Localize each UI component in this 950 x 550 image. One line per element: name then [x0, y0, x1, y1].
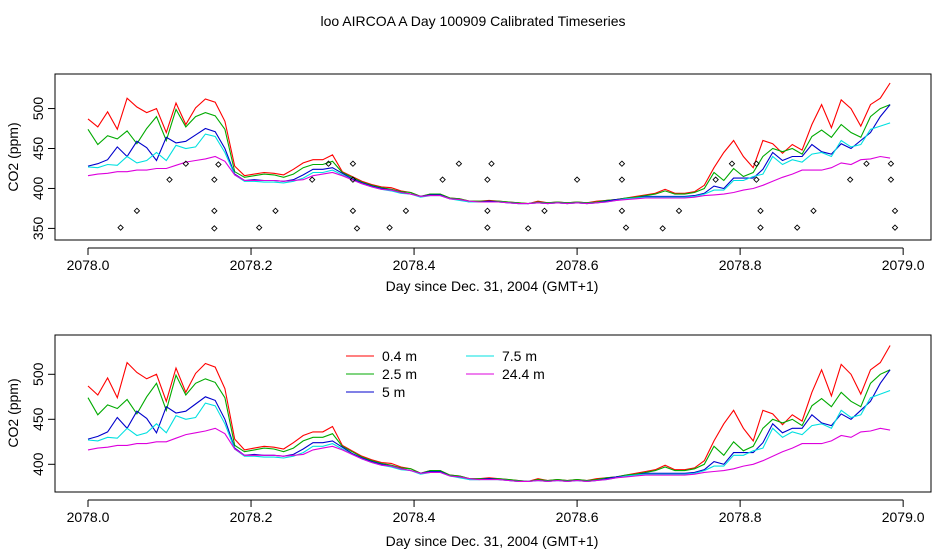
diamond-marker	[712, 176, 719, 183]
diamond-marker	[484, 207, 491, 215]
series-line-5-m	[87, 369, 891, 482]
bottom-y-axis-title: CO2 (ppm)	[5, 378, 21, 447]
y-tick-label: 350	[30, 217, 46, 241]
y-tick-label: 400	[30, 177, 46, 201]
bottom-plot-frame	[54, 334, 932, 493]
y-tick-label: 500	[30, 362, 46, 386]
diamond-marker	[618, 160, 626, 167]
bottom-x-axis-title: Day since Dec. 31, 2004 (GMT+1)	[386, 533, 599, 549]
top-x-axis-title: Day since Dec. 31, 2004 (GMT+1)	[386, 278, 599, 294]
diamond-marker	[484, 176, 491, 183]
diamond-marker	[541, 207, 548, 215]
series-line-0-4-m	[87, 82, 891, 205]
y-tick-label: 500	[30, 97, 46, 121]
legend: 0.4 m 2.5 m 5 m 7.5 m 24.4 m	[346, 348, 545, 400]
diamond-marker	[622, 224, 630, 231]
top-x-axis: 2078.0 2078.2 2078.4 2078.6 2078.8 2079.0	[67, 247, 925, 273]
figure-title: loo AIRCOA A Day 100909 Calibrated Times…	[320, 13, 625, 29]
bottom-x-axis: 2078.0 2078.2 2078.4 2078.6 2078.8 2079.0	[67, 499, 925, 525]
diamond-marker	[211, 176, 218, 183]
diamond-marker	[349, 160, 357, 167]
diamond-marker	[793, 224, 801, 231]
diamond-marker	[439, 176, 446, 183]
y-tick-label: 450	[30, 407, 46, 431]
diamond-marker	[349, 176, 357, 183]
diamond-marker	[133, 207, 141, 215]
diamond-marker	[810, 207, 817, 215]
legend-label: 24.4 m	[502, 366, 545, 382]
diamond-marker	[166, 176, 173, 183]
x-tick-label: 2078.4	[393, 257, 436, 273]
diamond-marker	[325, 160, 332, 167]
bottom-panel: 2078.0 2078.2 2078.4 2078.6 2078.8 2079.0 400…	[5, 334, 932, 549]
top-y-axis: 350 400 450 500	[30, 97, 56, 241]
diamond-marker	[618, 207, 626, 215]
diamond-marker	[887, 176, 895, 183]
diamond-marker	[211, 207, 218, 215]
diamond-marker	[484, 224, 491, 231]
diamond-marker	[846, 176, 854, 183]
diamond-marker	[353, 225, 361, 232]
diamond-marker	[272, 207, 279, 215]
diamond-marker	[757, 207, 764, 215]
y-tick-label: 450	[30, 137, 46, 161]
series-line-5-m	[87, 104, 891, 205]
diamond-marker	[211, 225, 218, 232]
diamond-marker	[255, 224, 263, 231]
diamond-marker	[891, 224, 899, 231]
legend-label: 0.4 m	[382, 348, 417, 364]
diamond-marker	[349, 207, 357, 215]
diamond-marker	[182, 160, 190, 167]
diamond-marker	[488, 160, 495, 167]
legend-label: 5 m	[382, 384, 405, 400]
bottom-series-layer	[87, 345, 891, 482]
diamond-marker	[753, 176, 760, 183]
legend-label: 7.5 m	[502, 348, 537, 364]
series-line-2-5-m	[87, 104, 891, 205]
series-line-0-4-m	[87, 345, 891, 482]
diamond-marker	[402, 207, 410, 215]
x-tick-label: 2079.0	[882, 257, 925, 273]
diamond-marker	[757, 224, 764, 231]
x-tick-label: 2078.0	[67, 509, 110, 525]
bottom-y-axis: 400 450 500	[30, 362, 56, 476]
series-line-2-5-m	[87, 369, 891, 482]
diamond-marker	[573, 176, 581, 183]
x-tick-label: 2078.8	[719, 257, 762, 273]
series-line-24-4-m	[87, 427, 891, 482]
x-tick-label: 2078.2	[230, 509, 273, 525]
series-line-7-5-m	[87, 389, 891, 482]
x-tick-label: 2079.0	[882, 509, 925, 525]
diamond-marker	[728, 160, 736, 167]
diamond-marker	[887, 160, 895, 167]
diamond-marker	[618, 176, 626, 183]
diamond-marker	[863, 160, 870, 167]
top-marker-layer	[117, 160, 899, 232]
legend-label: 2.5 m	[382, 366, 417, 382]
diamond-marker	[675, 207, 683, 215]
diamond-marker	[659, 225, 666, 232]
diamond-marker	[308, 176, 316, 183]
x-tick-label: 2078.8	[719, 509, 762, 525]
top-series-layer	[87, 82, 891, 205]
diamond-marker	[386, 224, 393, 231]
x-tick-label: 2078.2	[230, 257, 273, 273]
x-tick-label: 2078.4	[393, 509, 436, 525]
series-line-24-4-m	[87, 155, 891, 205]
x-tick-label: 2078.6	[556, 509, 599, 525]
diamond-marker	[753, 160, 760, 167]
top-panel: 2078.0 2078.2 2078.4 2078.6 2078.8 2079.0 350…	[5, 73, 932, 294]
diamond-marker	[455, 160, 463, 167]
top-y-axis-title: CO2 (ppm)	[5, 122, 21, 191]
diamond-marker	[524, 225, 532, 232]
x-tick-label: 2078.0	[67, 257, 110, 273]
diamond-marker	[117, 224, 124, 231]
diamond-marker	[891, 207, 899, 215]
x-tick-label: 2078.6	[556, 257, 599, 273]
y-tick-label: 400	[30, 452, 46, 476]
diamond-marker	[215, 161, 222, 168]
